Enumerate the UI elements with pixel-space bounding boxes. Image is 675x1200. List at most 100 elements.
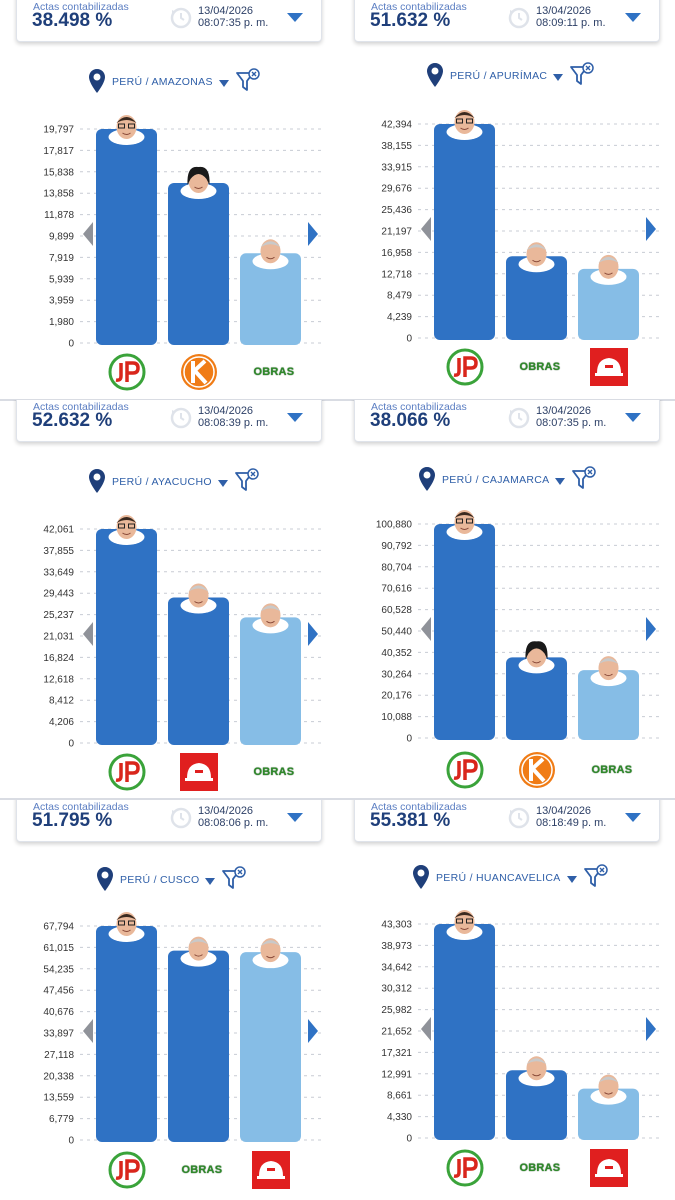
history-clock-icon[interactable]: [170, 7, 192, 29]
helmet-party-logo-icon: [251, 1151, 290, 1189]
y-tick-label: 16,958: [381, 248, 412, 259]
location-selector[interactable]: PERÚ / HUANCAVELICA: [436, 872, 561, 884]
y-tick-label: 0: [68, 739, 74, 750]
update-datetime: 13/04/2026 08:18:49 p. m.: [536, 805, 606, 829]
previous-arrow-icon[interactable]: [82, 221, 94, 247]
previous-arrow-icon[interactable]: [82, 1018, 94, 1044]
actas-percentage: 51.632 %: [370, 10, 451, 31]
bar-jp[interactable]: [434, 124, 495, 340]
next-arrow-icon[interactable]: [307, 221, 319, 247]
helmet-party-logo-icon: [589, 1149, 628, 1187]
clear-filter-icon[interactable]: [221, 866, 247, 892]
bar-chart-svg: 0 4,206 8,412 12,618 16,824 21,031 25,237 29,44…: [43, 515, 322, 750]
bar-k[interactable]: [506, 657, 567, 740]
actas-card: Actas contabilizadas 38.066 % 13/04/2026 08…: [354, 400, 660, 442]
history-clock-icon[interactable]: [508, 807, 530, 829]
y-tick-label: 67,794: [43, 922, 74, 933]
card-expand-icon[interactable]: [287, 13, 303, 22]
location-dropdown-icon[interactable]: [219, 80, 229, 87]
location-dropdown-icon[interactable]: [567, 876, 577, 883]
y-tick-label: 12,618: [43, 674, 74, 685]
y-tick-label: 4,239: [387, 312, 412, 323]
bar-chart-svg: 0 4,239 8,479 12,718 16,958 21,197 25,436 29,67…: [381, 110, 660, 345]
y-tick-label: 17,321: [381, 1048, 412, 1059]
update-date: 13/04/2026: [536, 805, 592, 817]
previous-arrow-icon[interactable]: [420, 216, 432, 242]
location-dropdown-icon[interactable]: [218, 480, 228, 487]
bar-helmet[interactable]: [578, 268, 639, 340]
location-pin-icon: [89, 469, 105, 493]
y-tick-label: 8,479: [387, 291, 412, 302]
location-pin-icon: [427, 63, 443, 87]
y-tick-label: 33,897: [43, 1029, 74, 1040]
bar-chart: 0 6,779 13,559 20,338 27,118 33,897 40,676 47,4…: [0, 912, 337, 1152]
bar-obras[interactable]: [506, 1070, 567, 1140]
bar-helmet[interactable]: [240, 952, 301, 1142]
history-clock-icon[interactable]: [170, 807, 192, 829]
location-selector[interactable]: PERÚ / CUSCO: [120, 874, 200, 886]
bar-helmet[interactable]: [578, 1088, 639, 1140]
location-selector[interactable]: PERÚ / CAJAMARCA: [442, 474, 550, 486]
clear-filter-icon[interactable]: [569, 62, 595, 88]
y-tick-label: 60,528: [381, 605, 412, 616]
history-clock-icon[interactable]: [508, 407, 530, 429]
bar-obras[interactable]: [506, 256, 567, 340]
next-arrow-icon[interactable]: [307, 1018, 319, 1044]
location-dropdown-icon[interactable]: [555, 478, 565, 485]
actas-label: Actas contabilizadas: [33, 801, 129, 813]
previous-arrow-icon[interactable]: [82, 621, 94, 647]
clear-filter-icon[interactable]: [571, 466, 597, 492]
y-tick-label: 12,991: [381, 1069, 412, 1080]
y-tick-label: 40,676: [43, 1007, 74, 1018]
location-dropdown-icon[interactable]: [205, 878, 215, 885]
y-tick-label: 38,973: [381, 941, 412, 952]
history-clock-icon[interactable]: [508, 7, 530, 29]
actas-percentage: 38.066 %: [370, 410, 451, 431]
clear-filter-icon[interactable]: [234, 468, 260, 494]
juntos-peru-logo-icon: [446, 751, 483, 789]
obras-logo: OBRAS: [253, 766, 295, 778]
bar-jp[interactable]: [434, 524, 495, 740]
next-arrow-icon[interactable]: [645, 1016, 657, 1042]
y-tick-label: 90,792: [381, 541, 412, 552]
y-tick-label: 42,061: [43, 525, 74, 536]
previous-arrow-icon[interactable]: [420, 1016, 432, 1042]
y-tick-label: 1,980: [49, 317, 74, 328]
bar-obras[interactable]: [240, 617, 301, 745]
bar-obras[interactable]: [240, 253, 301, 345]
card-expand-icon[interactable]: [625, 13, 641, 22]
card-expand-icon[interactable]: [625, 413, 641, 422]
location-selector[interactable]: PERÚ / AMAZONAS: [112, 76, 213, 88]
bar-obras[interactable]: [168, 950, 229, 1142]
y-tick-label: 29,443: [43, 589, 74, 600]
card-expand-icon[interactable]: [625, 813, 641, 822]
bar-jp[interactable]: [96, 129, 157, 345]
next-arrow-icon[interactable]: [645, 216, 657, 242]
y-tick-label: 33,915: [381, 162, 412, 173]
bar-helmet[interactable]: [168, 597, 229, 745]
candidate-photo-icon: [180, 166, 217, 200]
card-expand-icon[interactable]: [287, 813, 303, 822]
update-time: 08:08:06 p. m.: [198, 817, 269, 829]
actas-label: Actas contabilizadas: [33, 1, 129, 13]
obras-logo: OBRAS: [519, 1162, 561, 1174]
bar-jp[interactable]: [96, 926, 157, 1142]
next-arrow-icon[interactable]: [307, 621, 319, 647]
clear-filter-icon[interactable]: [583, 864, 609, 890]
update-datetime: 13/04/2026 08:08:06 p. m.: [198, 805, 268, 829]
card-expand-icon[interactable]: [287, 413, 303, 422]
update-date: 13/04/2026: [198, 405, 254, 417]
y-tick-label: 9,899: [49, 232, 74, 243]
bar-k[interactable]: [168, 183, 229, 345]
bar-jp[interactable]: [96, 529, 157, 745]
clear-filter-icon[interactable]: [235, 68, 261, 94]
next-arrow-icon[interactable]: [645, 616, 657, 642]
location-dropdown-icon[interactable]: [553, 74, 563, 81]
location-pin-icon: [97, 867, 113, 891]
previous-arrow-icon[interactable]: [420, 616, 432, 642]
location-selector[interactable]: PERÚ / AYACUCHO: [112, 476, 212, 488]
bar-obras[interactable]: [578, 670, 639, 740]
history-clock-icon[interactable]: [170, 407, 192, 429]
location-selector[interactable]: PERÚ / APURÍMAC: [450, 70, 548, 82]
bar-jp[interactable]: [434, 924, 495, 1140]
